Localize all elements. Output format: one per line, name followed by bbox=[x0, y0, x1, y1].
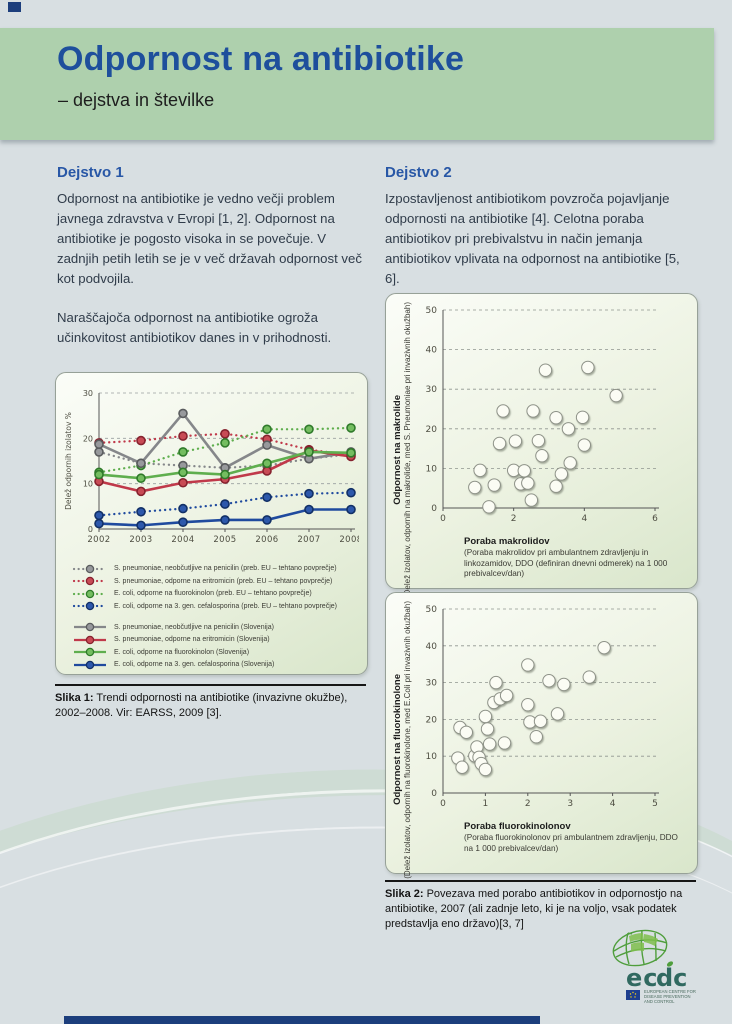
ecdc-logo: ec dc EUROPEAN CENTRE FOR DISEASE PREVEN… bbox=[598, 924, 728, 1008]
page-corner-mark bbox=[8, 2, 21, 12]
figure1-caption: Slika 1: Trendi odpornosti na antibiotik… bbox=[55, 684, 366, 721]
scatter-plot-macrolides: 0 10 20 30 40 50 0 2 4 6 bbox=[413, 302, 665, 598]
svg-text:0: 0 bbox=[88, 525, 93, 534]
legend-label: S. pneumoniae, neobčutljive na penicilin… bbox=[114, 565, 337, 572]
svg-text:AND CONTROL: AND CONTROL bbox=[644, 999, 675, 1004]
legend-label: S. pneumoniae, odporne na eritromicin (S… bbox=[114, 636, 270, 643]
scatter1-y-label-bold: Odpornost na makrolide bbox=[392, 395, 403, 505]
legend-label: S. pneumoniae, neobčutljive na penicilin… bbox=[114, 623, 274, 631]
legend-item: S. pneumoniae, neobčutljive na penicilin… bbox=[72, 622, 359, 632]
fact2-paragraph-1: Izpostavljenost antibiotikom povzroča po… bbox=[385, 191, 680, 287]
svg-text:40: 40 bbox=[426, 346, 438, 356]
fact1-paragraph-2: Naraščajoča odpornost na antibiotike ogr… bbox=[57, 310, 332, 346]
svg-text:20: 20 bbox=[426, 715, 438, 725]
fact1-section: Dejstvo 1 Odpornost na antibiotike je ve… bbox=[57, 164, 365, 367]
svg-text:2: 2 bbox=[511, 514, 517, 524]
svg-text:10: 10 bbox=[426, 464, 438, 474]
svg-text:1: 1 bbox=[483, 799, 489, 809]
svg-text:2004: 2004 bbox=[171, 535, 194, 545]
svg-text:0: 0 bbox=[432, 504, 438, 514]
svg-text:20: 20 bbox=[83, 434, 93, 443]
scatter-macrolides-card: Odpornost na makrolide (Delež izolatov, … bbox=[385, 293, 698, 598]
header-banner: Odpornost na antibiotike – dejstva in št… bbox=[0, 28, 714, 140]
scatter1-x-axis-label: Poraba makrolidov (Poraba makrolidov pri… bbox=[464, 536, 686, 580]
svg-text:4: 4 bbox=[582, 514, 588, 524]
svg-text:6: 6 bbox=[653, 514, 659, 524]
scatter1-y-label-sub: (Delež izolatov, odpornih na makrolide, … bbox=[403, 302, 412, 599]
legend-label: E. coli, odporne na 3. gen. cefalosporin… bbox=[114, 602, 337, 610]
page-title: Odpornost na antibiotike bbox=[57, 40, 465, 78]
svg-text:0: 0 bbox=[441, 514, 447, 524]
scatter2-x-label-sub: (Poraba fluorokinolonov pri ambulantnem … bbox=[464, 833, 678, 853]
figure1-line-chart-card: 0 10 20 30 2002 2003 2004 2005 2006 2007 2008 Delež… bbox=[55, 372, 368, 675]
scatter2-y-axis-label: Odpornost na fluorokinolone (Delež izola… bbox=[392, 601, 413, 879]
svg-text:30: 30 bbox=[426, 679, 438, 689]
fact1-heading: Dejstvo 1 bbox=[57, 164, 124, 181]
scatter2-y-label-bold: Odpornost na fluorokinolone bbox=[392, 674, 403, 806]
figure2-caption: Slika 2: Povezava med porabo antibiotiko… bbox=[385, 880, 696, 932]
line-chart-legend: S. pneumoniae, neobčutljive na penicilin… bbox=[72, 561, 359, 672]
figure2-caption-text: Povezava med porabo antibiotikov in odpo… bbox=[385, 888, 683, 930]
scatter-plot-fluoroquinolones: 0 10 20 30 40 50 0 1 2 3 4 5 bbox=[413, 601, 665, 879]
svg-text:2006: 2006 bbox=[255, 535, 278, 545]
svg-text:4: 4 bbox=[610, 799, 616, 809]
svg-text:ec: ec bbox=[626, 964, 659, 992]
scatter1-x-label-bold: Poraba makrolidov bbox=[464, 536, 550, 547]
svg-text:EUROPEAN CENTRE FOR: EUROPEAN CENTRE FOR bbox=[644, 989, 696, 994]
svg-text:2003: 2003 bbox=[129, 535, 152, 545]
legend-item: E. coli, odporne na 3. gen. cefalosporin… bbox=[72, 660, 359, 670]
svg-text:2007: 2007 bbox=[297, 535, 320, 545]
legend-label: E. coli, odporne na 3. gen. cefalosporin… bbox=[114, 661, 275, 668]
scatter1-y-axis-label: Odpornost na makrolide (Delež izolatov, … bbox=[392, 302, 413, 598]
svg-text:40: 40 bbox=[426, 642, 438, 652]
svg-text:30: 30 bbox=[83, 389, 93, 398]
legend-item: S. pneumoniae, odporne na eritromicin (p… bbox=[72, 576, 359, 586]
fact2-heading: Dejstvo 2 bbox=[385, 164, 452, 181]
legend-item: S. pneumoniae, neobčutljive na penicilin… bbox=[72, 564, 359, 574]
legend-item: E. coli, odporne na fluorokinolon (Slove… bbox=[72, 647, 359, 657]
scatter-fluoroquinolones-card: Odpornost na fluorokinolone (Delež izola… bbox=[385, 592, 698, 879]
line-chart: 0 10 20 30 2002 2003 2004 2005 2006 2007 2008 Delež… bbox=[61, 383, 362, 558]
svg-text:30: 30 bbox=[426, 385, 438, 395]
legend-item: S. pneumoniae, odporne na eritromicin (S… bbox=[72, 635, 359, 645]
svg-text:2: 2 bbox=[525, 799, 531, 809]
svg-text:10: 10 bbox=[426, 752, 438, 762]
scatter2-y-label-sub: (Delež izolatov, odpornih na fluorokinol… bbox=[403, 601, 412, 879]
fact1-paragraph-1: Odpornost na antibiotike je vedno večji … bbox=[57, 191, 362, 287]
svg-text:2008: 2008 bbox=[339, 535, 359, 545]
scatter2-x-label-bold: Poraba fluorokinolonov bbox=[464, 821, 571, 832]
legend-item: E. coli, odporne na 3. gen. cefalosporin… bbox=[72, 601, 359, 611]
fact2-section: Dejstvo 2 Izpostavljenost antibiotikom p… bbox=[385, 164, 693, 308]
footer-bar bbox=[64, 1016, 540, 1024]
scatter1-x-label-sub: (Poraba makrolidov pri ambulantnem zdrav… bbox=[464, 548, 668, 579]
svg-text:0: 0 bbox=[441, 799, 447, 809]
svg-text:dc: dc bbox=[656, 964, 687, 992]
svg-text:2005: 2005 bbox=[213, 535, 236, 545]
svg-text:50: 50 bbox=[426, 306, 438, 316]
svg-text:0: 0 bbox=[432, 789, 438, 799]
page-subtitle: – dejstva in številke bbox=[58, 90, 215, 110]
figure2-caption-label: Slika 2: bbox=[385, 888, 424, 900]
svg-text:20: 20 bbox=[426, 425, 438, 435]
eu-flag-icon bbox=[626, 990, 640, 1000]
legend-label: E. coli, odporne na fluorokinolon (Slove… bbox=[114, 648, 250, 656]
scatter2-x-axis-label: Poraba fluorokinolonov (Poraba fluorokin… bbox=[464, 821, 686, 854]
svg-text:50: 50 bbox=[426, 605, 438, 615]
svg-text:3: 3 bbox=[568, 799, 574, 809]
figure1-caption-text: Trendi odpornosti na antibiotike (invazi… bbox=[55, 692, 348, 719]
legend-label: E. coli, odporne na fluorokinolon (preb.… bbox=[114, 590, 312, 597]
svg-text:Delež odpornih izolatov %: Delež odpornih izolatov % bbox=[64, 412, 73, 510]
svg-text:10: 10 bbox=[83, 480, 93, 489]
svg-text:5: 5 bbox=[653, 799, 659, 809]
legend-label: S. pneumoniae, odporne na eritromicin (p… bbox=[114, 577, 333, 585]
legend-item: E. coli, odporne na fluorokinolon (preb.… bbox=[72, 589, 359, 599]
svg-text:2002: 2002 bbox=[87, 535, 110, 545]
figure1-caption-label: Slika 1: bbox=[55, 692, 94, 704]
svg-text:DISEASE PREVENTION: DISEASE PREVENTION bbox=[644, 994, 691, 999]
